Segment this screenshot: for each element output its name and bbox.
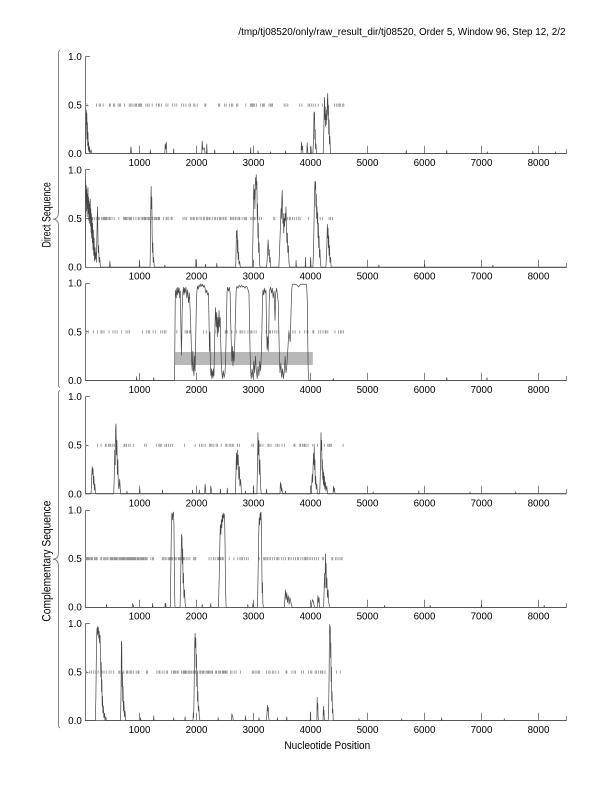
- svg-text:5000: 5000: [357, 385, 379, 396]
- svg-text:0.5: 0.5: [68, 441, 82, 452]
- svg-text:1.0: 1.0: [68, 506, 82, 517]
- svg-text:5000: 5000: [357, 725, 379, 736]
- svg-text:2000: 2000: [186, 272, 208, 283]
- svg-text:4000: 4000: [300, 272, 322, 283]
- svg-text:8000: 8000: [528, 158, 550, 169]
- svg-text:3000: 3000: [243, 272, 265, 283]
- svg-text:6000: 6000: [414, 498, 436, 509]
- svg-text:3000: 3000: [243, 498, 265, 509]
- svg-text:5000: 5000: [357, 158, 379, 169]
- svg-text:8000: 8000: [528, 612, 550, 623]
- svg-text:8000: 8000: [528, 498, 550, 509]
- svg-text:1000: 1000: [129, 725, 151, 736]
- svg-text:1000: 1000: [129, 498, 151, 509]
- svg-text:0.5: 0.5: [68, 101, 82, 112]
- svg-text:2000: 2000: [186, 612, 208, 623]
- svg-text:4000: 4000: [300, 612, 322, 623]
- svg-text:3000: 3000: [243, 725, 265, 736]
- svg-text:4000: 4000: [300, 498, 322, 509]
- svg-text:1.0: 1.0: [68, 165, 82, 176]
- svg-text:1.0: 1.0: [68, 392, 82, 403]
- svg-text:6000: 6000: [414, 725, 436, 736]
- svg-text:0.0: 0.0: [68, 149, 82, 160]
- svg-text:7000: 7000: [471, 612, 493, 623]
- svg-text:0.0: 0.0: [68, 263, 82, 274]
- svg-text:3000: 3000: [243, 612, 265, 623]
- svg-text:7000: 7000: [471, 498, 493, 509]
- svg-text:6000: 6000: [414, 612, 436, 623]
- svg-text:0.5: 0.5: [68, 668, 82, 679]
- svg-text:8000: 8000: [528, 385, 550, 396]
- svg-text:0.0: 0.0: [68, 489, 82, 500]
- svg-text:6000: 6000: [414, 385, 436, 396]
- svg-text:0.5: 0.5: [68, 214, 82, 225]
- svg-text:1000: 1000: [129, 158, 151, 169]
- svg-text:5000: 5000: [357, 272, 379, 283]
- svg-text:Nucleotide Position: Nucleotide Position: [284, 740, 370, 752]
- svg-text:2000: 2000: [186, 158, 208, 169]
- svg-text:5000: 5000: [357, 498, 379, 509]
- svg-text:2000: 2000: [186, 385, 208, 396]
- svg-text:8000: 8000: [528, 725, 550, 736]
- svg-text:7000: 7000: [471, 158, 493, 169]
- svg-text:1000: 1000: [129, 272, 151, 283]
- svg-text:6000: 6000: [414, 272, 436, 283]
- svg-text:0.5: 0.5: [68, 554, 82, 565]
- svg-text:4000: 4000: [300, 385, 322, 396]
- svg-text:2000: 2000: [186, 725, 208, 736]
- svg-text:1.0: 1.0: [68, 279, 82, 290]
- svg-text:7000: 7000: [471, 272, 493, 283]
- svg-text:0.0: 0.0: [68, 376, 82, 387]
- svg-text:1000: 1000: [129, 385, 151, 396]
- svg-text:0.0: 0.0: [68, 603, 82, 614]
- svg-text:4000: 4000: [300, 725, 322, 736]
- svg-text:7000: 7000: [471, 725, 493, 736]
- svg-text:Direct Sequence: Direct Sequence: [40, 182, 54, 247]
- svg-text:0.0: 0.0: [68, 716, 82, 727]
- svg-text:0.5: 0.5: [68, 327, 82, 338]
- svg-text:2000: 2000: [186, 498, 208, 509]
- svg-text:1000: 1000: [129, 612, 151, 623]
- svg-text:Complementary Sequence: Complementary Sequence: [40, 500, 54, 621]
- svg-text:3000: 3000: [243, 385, 265, 396]
- svg-text:5000: 5000: [357, 612, 379, 623]
- svg-text:4000: 4000: [300, 158, 322, 169]
- svg-text:6000: 6000: [414, 158, 436, 169]
- svg-text:1.0: 1.0: [68, 52, 82, 63]
- svg-text:8000: 8000: [528, 272, 550, 283]
- svg-text:7000: 7000: [471, 385, 493, 396]
- svg-text:/tmp/tj08520/only/raw_result_d: /tmp/tj08520/only/raw_result_dir/tj08520…: [238, 27, 565, 38]
- svg-text:3000: 3000: [243, 158, 265, 169]
- svg-text:1.0: 1.0: [68, 619, 82, 630]
